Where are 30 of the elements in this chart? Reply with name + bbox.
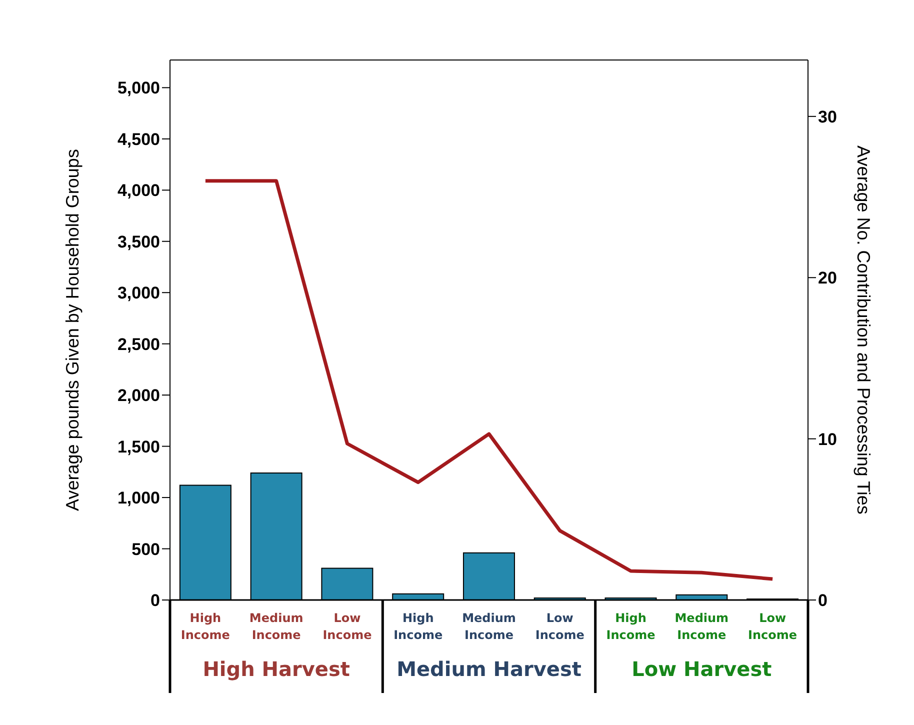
x-tick-label: Low Income [535,611,584,642]
y2-tick-label: 10 [818,430,837,449]
x-tick-label: Low Income [748,611,798,642]
y2-axis-title: Average No. Contribution and Processing Ties [854,146,874,514]
y-tick-label: 4,500 [117,130,160,149]
text: High Harvest [202,657,350,681]
y-axis-title: Average pounds Given by Household Groups [62,149,82,511]
y-tick-label: 1,000 [117,488,160,508]
y-tick-label: 3,500 [117,232,160,252]
x-tick-label: Medium Income [462,611,516,642]
y-tick-label: 5,000 [117,78,160,98]
y-tick-label: 3,000 [117,284,160,303]
y2-tick-label: 30 [818,107,837,126]
y2-tick-label: 20 [818,268,837,288]
x-tick-label: Low Income [322,611,372,642]
x-tick-label: Medium Income [249,611,304,642]
line-series [204,179,774,581]
y-tick-label: 4,000 [117,181,160,200]
y-tick-label: 1,500 [117,437,160,456]
x-tick-label: Medium Income [674,611,729,642]
text: Medium Harvest [396,657,582,681]
y-tick-label: 500 [132,540,160,559]
x-tick-label: High Income [180,611,230,642]
x-tick-label: High Income [394,611,443,642]
x-tick-label: High Income [606,611,656,642]
text: Low Harvest [632,657,772,681]
y2-tick-label: 0 [818,591,828,610]
y-tick-label: 2,500 [117,334,160,354]
y-tick-label: 2,000 [117,386,160,406]
y-tick-label: 0 [150,591,160,610]
